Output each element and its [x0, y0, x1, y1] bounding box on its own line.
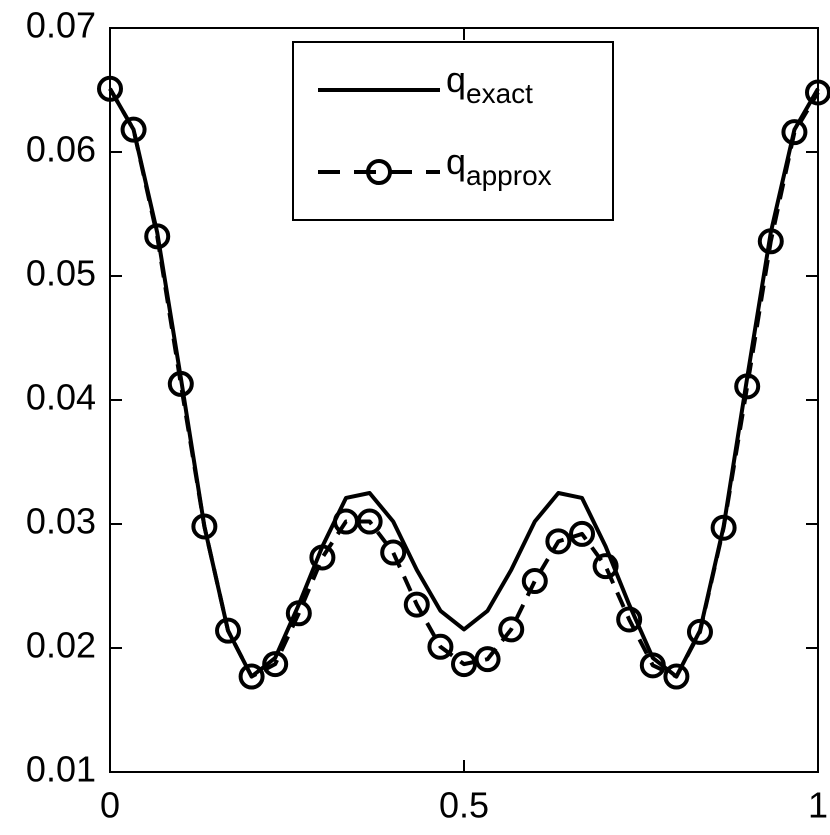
- marker: [427, 633, 454, 660]
- marker: [120, 116, 147, 143]
- marker: [498, 616, 525, 643]
- legend-subscript: exact: [466, 78, 533, 109]
- x-tick-label: 1: [808, 785, 828, 826]
- y-tick-label: 0.04: [26, 377, 96, 418]
- x-tick-label: 0.5: [439, 785, 489, 826]
- y-tick-label: 0.07: [26, 5, 96, 46]
- marker: [380, 539, 407, 566]
- marker: [238, 663, 265, 690]
- series-line: [108, 87, 820, 679]
- marker: [167, 370, 194, 397]
- marker: [474, 646, 501, 673]
- marker: [309, 544, 336, 571]
- legend-label: qapprox: [446, 141, 552, 192]
- marker: [781, 119, 808, 146]
- marker: [356, 508, 383, 535]
- marker: [805, 79, 830, 106]
- marker: [734, 373, 761, 400]
- legend-marker: [366, 159, 392, 185]
- y-tick-label: 0.05: [26, 253, 96, 294]
- marker: [569, 520, 596, 547]
- y-tick-label: 0.01: [26, 749, 96, 790]
- marker: [403, 591, 430, 618]
- marker: [285, 600, 312, 627]
- marker: [639, 652, 666, 679]
- marker: [451, 651, 477, 678]
- marker: [757, 228, 784, 255]
- marker: [191, 513, 218, 540]
- legend-name: q: [446, 141, 466, 182]
- marker: [710, 514, 737, 541]
- marker: [97, 75, 123, 102]
- marker: [144, 223, 171, 250]
- marker: [616, 606, 643, 633]
- x-tick-label: 0: [100, 785, 120, 826]
- y-tick-label: 0.02: [26, 625, 96, 666]
- y-tick-label: 0.03: [26, 501, 96, 542]
- legend-box: [292, 41, 614, 221]
- marker: [663, 663, 690, 690]
- legend-subscript: approx: [466, 160, 552, 191]
- marker: [592, 553, 619, 580]
- y-tick-label: 0.06: [26, 129, 96, 170]
- marker: [686, 618, 713, 645]
- legend-label: qexact: [446, 59, 533, 110]
- marker: [521, 568, 548, 595]
- marker: [545, 528, 572, 555]
- marker: [262, 651, 289, 678]
- marker: [215, 617, 242, 644]
- legend-name: q: [446, 59, 466, 100]
